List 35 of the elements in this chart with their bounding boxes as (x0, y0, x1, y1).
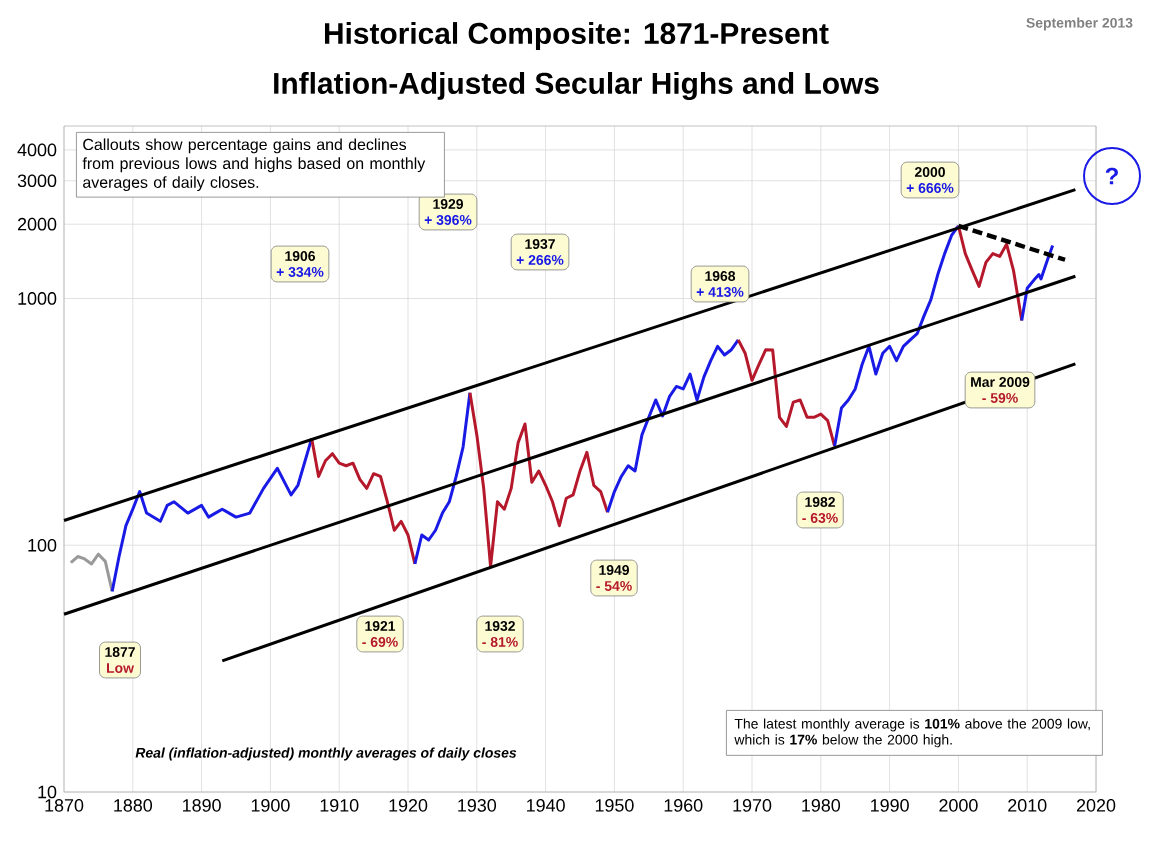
text: ? (1105, 167, 1118, 185)
x-tick-label: 1960 (664, 799, 703, 812)
chart-subtitle: Inflation-Adjusted Secular Highs and Lows (274, 72, 879, 100)
x-tick-label: 1990 (871, 799, 909, 812)
x-tick-label: 2000 (939, 799, 978, 812)
chart-title: Historical Composite: 1871-Present (324, 22, 829, 50)
y-tick-label: 4000 (17, 143, 57, 157)
line-series (413, 391, 472, 566)
x-tick-label: 1940 (527, 799, 565, 812)
y-tick-label: 3000 (17, 174, 57, 188)
line-series (1020, 243, 1055, 322)
line-series (606, 338, 740, 514)
x-tick-label: 1870 (45, 799, 84, 812)
x-tick-label: 1970 (733, 799, 772, 812)
x-tick-label: 2010 (1008, 799, 1047, 812)
x-tick-label: 1950 (595, 799, 634, 812)
line-series (468, 391, 610, 568)
x-tick-label: 1880 (114, 799, 153, 812)
y-tick-label: 100 (28, 538, 57, 552)
x-tick-label: 1900 (251, 799, 290, 812)
x-tick-label: 1930 (458, 799, 497, 812)
line-series (69, 552, 114, 593)
y-tick-label: 10 (38, 785, 57, 799)
line-series (736, 338, 837, 448)
y-tick-label: 1000 (18, 292, 57, 305)
y-tick-label: 2000 (17, 217, 57, 231)
x-tick-label: 2020 (1076, 799, 1116, 812)
x-tick-label: 1890 (183, 799, 221, 812)
line-series (310, 436, 417, 566)
line-series (833, 224, 960, 448)
line-series (110, 436, 314, 593)
line-series (956, 224, 1024, 322)
x-tick-label: 1920 (389, 799, 428, 812)
x-tick-label: 1910 (320, 799, 359, 812)
x-tick-label: 1980 (802, 799, 841, 812)
